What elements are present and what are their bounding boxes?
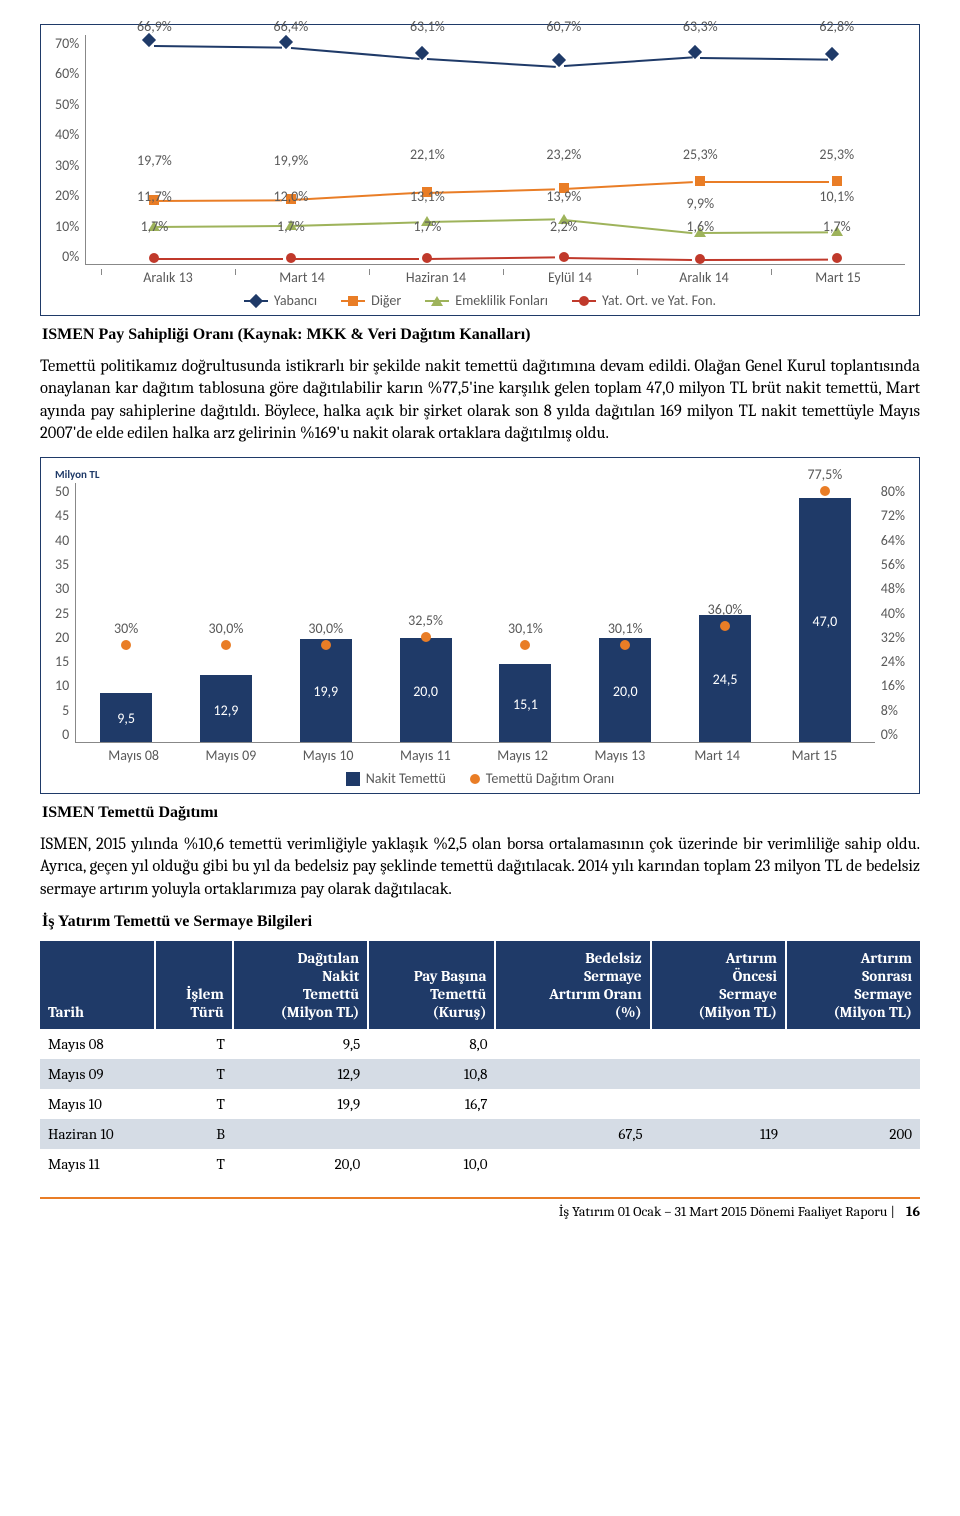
chart2-legend: Nakit TemettüTemettü Dağıtım Oranı xyxy=(55,764,905,787)
chart1-plot: 66,9%66,4%63,1%60,7%63,3%62,8%19,7%19,9%… xyxy=(85,35,905,265)
chart2-yaxis-right: 0%8%16%24%32%40%48%56%64%72%80% xyxy=(875,483,905,743)
dividend-chart: Milyon TL 05101520253035404550 9,512,919… xyxy=(40,457,920,794)
chart2-plot: 9,512,919,920,015,120,024,547,030%30,0%3… xyxy=(75,483,875,743)
chart1-xaxis: Aralık 13Mart 14Haziran 14Eylül 14Aralık… xyxy=(101,265,905,286)
table-row: Haziran 10B67,5119200 xyxy=(40,1119,920,1149)
ownership-ratio-chart: 0%10%20%30%40%50%60%70% 66,9%66,4%63,1%6… xyxy=(40,24,920,316)
chart1-yaxis: 0%10%20%30%40%50%60%70% xyxy=(55,35,85,265)
footer-text: İş Yatırım 01 Ocak – 31 Mart 2015 Dönemi… xyxy=(559,1203,895,1220)
paragraph-2: ISMEN, 2015 yılında %10,6 temettü veriml… xyxy=(40,834,920,901)
capital-table: TarihİşlemTürüDağıtılanNakitTemettü(Mily… xyxy=(40,941,920,1179)
chart2-caption: ISMEN Temettü Dağıtımı xyxy=(42,804,920,822)
chart1-caption: ISMEN Pay Sahipliği Oranı (Kaynak: MKK &… xyxy=(42,326,920,344)
table-title: İş Yatırım Temettü ve Sermaye Bilgileri xyxy=(42,913,920,931)
table-header-row: TarihİşlemTürüDağıtılanNakitTemettü(Mily… xyxy=(40,941,920,1029)
table-row: Mayıs 10T19,916,7 xyxy=(40,1089,920,1119)
table-row: Mayıs 08T9,58,0 xyxy=(40,1029,920,1059)
table-row: Mayıs 11T20,010,0 xyxy=(40,1149,920,1179)
chart2-title: Milyon TL xyxy=(55,468,905,481)
table-row: Mayıs 09T12,910,8 xyxy=(40,1059,920,1089)
chart2-yaxis-left: 05101520253035404550 xyxy=(55,483,75,743)
paragraph-1: Temettü politikamız doğrultusunda istikr… xyxy=(40,356,920,445)
chart1-legend: YabancıDiğerEmeklilik FonlarıYat. Ort. v… xyxy=(55,286,905,309)
page-footer: İş Yatırım 01 Ocak – 31 Mart 2015 Dönemi… xyxy=(40,1197,920,1220)
chart2-xaxis: Mayıs 08Mayıs 09Mayıs 10Mayıs 11Mayıs 12… xyxy=(85,743,863,764)
footer-page-number: 16 xyxy=(906,1203,920,1220)
